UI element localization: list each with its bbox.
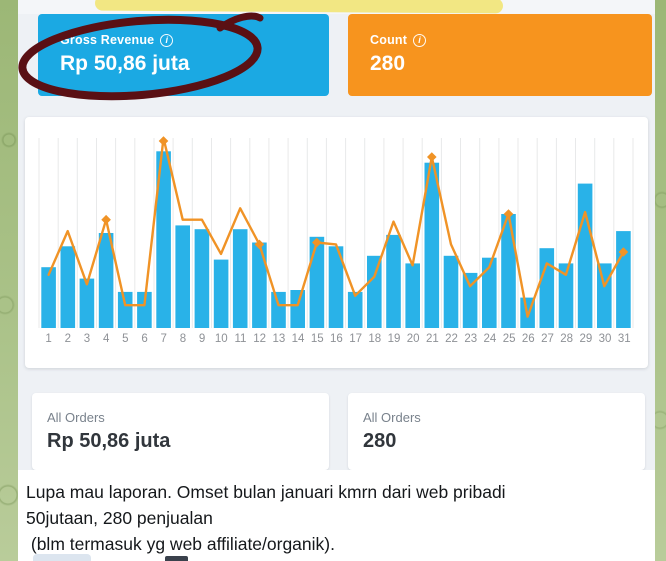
all-orders-count-card: All Orders 280	[348, 393, 645, 470]
x-axis-label: 10	[214, 333, 228, 345]
x-axis-label: 31	[617, 333, 631, 345]
all-orders-count-value: 280	[363, 430, 397, 452]
message-bubble: Gross Revenue i Rp 50,86 juta Count i 28…	[18, 0, 655, 561]
gross-revenue-label: Gross Revenue	[60, 33, 155, 47]
count-label: Count	[370, 33, 408, 47]
x-axis-label: 18	[368, 333, 382, 345]
x-axis-label: 6	[141, 333, 148, 345]
x-axis-label: 28	[560, 333, 574, 345]
daily-orders-chart-card: 1 2 3 4 5 6 7 8 9 10 11 12 13 14 15 16 17 18 19 20 21 22 23 24 2…	[25, 117, 648, 368]
all-orders-label: All Orders	[47, 410, 105, 425]
all-orders-label: All Orders	[363, 410, 421, 425]
caption-line-2: 50jutaan, 280 penjualan	[26, 508, 213, 528]
x-axis-label: 3	[83, 333, 91, 345]
x-axis-label: 26	[521, 333, 535, 345]
gross-revenue-value: Rp 50,86 juta	[60, 52, 190, 75]
all-orders-revenue-card: All Orders Rp 50,86 juta	[32, 393, 329, 470]
x-axis-label: 22	[445, 333, 458, 345]
count-value: 280	[370, 52, 406, 75]
x-axis-label: 15	[310, 333, 324, 345]
x-axis-label: 20	[406, 333, 420, 345]
next-message-peek	[33, 554, 91, 561]
x-axis-label: 13	[272, 333, 286, 345]
message-caption: Lupa mau laporan. Omset bulan januari km…	[18, 470, 655, 561]
x-axis-label: 11	[234, 333, 247, 345]
x-axis-label: 2	[64, 333, 71, 345]
x-axis-label: 8	[179, 333, 187, 345]
x-axis-label: 17	[349, 333, 362, 345]
daily-orders-chart	[38, 136, 634, 328]
caption-line-3: (blm termasuk yg web affiliate/organik).	[26, 534, 335, 554]
x-axis-label: 27	[541, 333, 554, 345]
chart-plot-area	[38, 136, 634, 328]
x-axis-label: 21	[425, 333, 439, 345]
x-axis-label: 5	[122, 333, 129, 345]
x-axis-label: 12	[253, 333, 267, 345]
x-axis: 1 2 3 4 5 6 7 8 9 10 11 12 13 14 15 16 17 18 19 20 21 22 23 24 2…	[39, 333, 634, 345]
x-axis-label: 1	[45, 333, 52, 345]
info-icon[interactable]: i	[413, 33, 427, 47]
x-axis-label: 19	[387, 333, 401, 345]
x-axis-label: 9	[198, 333, 206, 345]
x-axis-label: 7	[160, 333, 167, 345]
x-axis-label: 23	[464, 333, 478, 345]
info-icon[interactable]: i	[160, 33, 174, 47]
x-axis-label: 4	[102, 333, 110, 345]
x-axis-label: 14	[291, 333, 305, 345]
count-card: Count i 280	[348, 14, 652, 96]
caption-line-1: Lupa mau laporan. Omset bulan januari km…	[26, 482, 506, 502]
x-axis-label: 29	[579, 333, 593, 345]
x-axis-label: 30	[598, 333, 612, 345]
x-axis-label: 16	[330, 333, 343, 345]
all-orders-revenue-value: Rp 50,86 juta	[47, 430, 171, 452]
next-message-peek-dark	[165, 556, 188, 561]
x-axis-label: 24	[483, 333, 497, 345]
x-axis-label: 25	[502, 333, 516, 345]
gross-revenue-card: Gross Revenue i Rp 50,86 juta	[38, 14, 329, 96]
